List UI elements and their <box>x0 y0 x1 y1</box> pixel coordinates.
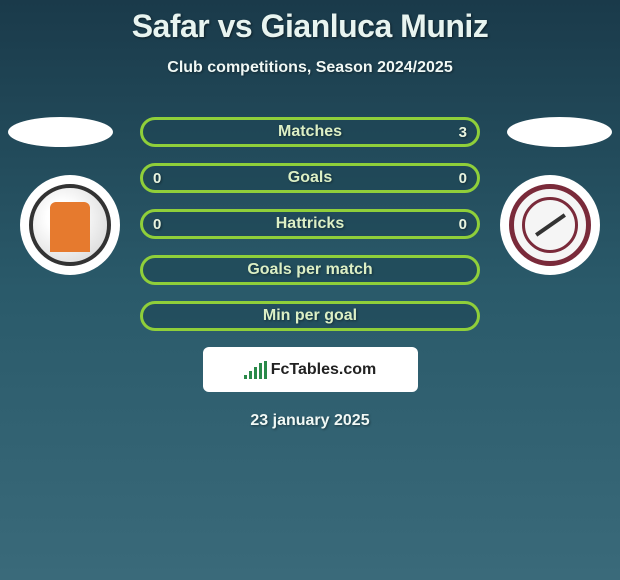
bar-icon <box>264 361 267 379</box>
stat-label: Matches <box>278 123 342 141</box>
stat-right-value: 0 <box>459 216 467 233</box>
bar-icon <box>254 367 257 379</box>
stat-row-goals: 0 Goals 0 <box>140 163 480 193</box>
stat-left-value: 0 <box>153 216 161 233</box>
right-club-badge <box>500 175 600 275</box>
bar-icon <box>244 375 247 379</box>
stat-right-value: 3 <box>459 124 467 141</box>
stat-right-value: 0 <box>459 170 467 187</box>
stat-label: Min per goal <box>263 307 357 325</box>
stat-label: Goals per match <box>247 261 372 279</box>
stat-left-value: 0 <box>153 170 161 187</box>
attribution-text: FcTables.com <box>271 361 377 379</box>
stat-label: Goals <box>288 169 332 187</box>
fctables-logo-icon <box>244 361 267 379</box>
right-ellipse-decoration <box>507 117 612 147</box>
page-title: Safar vs Gianluca Muniz <box>0 0 620 45</box>
stat-label: Hattricks <box>276 215 344 233</box>
stat-row-matches: Matches 3 <box>140 117 480 147</box>
bar-icon <box>249 371 252 379</box>
alwahda-logo-icon <box>509 184 591 266</box>
left-ellipse-decoration <box>8 117 113 147</box>
comparison-content: Matches 3 0 Goals 0 0 Hattricks 0 Goals … <box>0 117 620 430</box>
left-club-badge <box>20 175 120 275</box>
stat-row-hattricks: 0 Hattricks 0 <box>140 209 480 239</box>
bar-icon <box>259 363 262 379</box>
date-label: 23 january 2025 <box>0 412 620 430</box>
subtitle: Club competitions, Season 2024/2025 <box>0 59 620 77</box>
stats-list: Matches 3 0 Goals 0 0 Hattricks 0 Goals … <box>140 117 480 331</box>
stat-row-min-per-goal: Min per goal <box>140 301 480 331</box>
stat-row-goals-per-match: Goals per match <box>140 255 480 285</box>
attribution-box[interactable]: FcTables.com <box>203 347 418 392</box>
ajman-logo-icon <box>29 184 111 266</box>
